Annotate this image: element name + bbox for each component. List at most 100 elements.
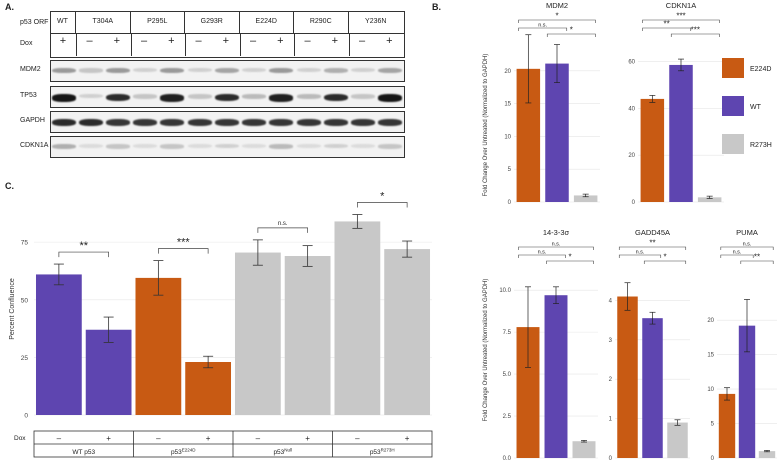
western-blot-panel: p53 ORF Dox WT T304A P295L G293R E224D R290C Y… [0,0,410,165]
y-tick-label: 0 [632,200,636,206]
blot-band [351,68,376,73]
orf-column-header: Y236N [365,18,387,25]
group-label: WT p53 [72,449,95,456]
blot-band [52,119,76,127]
significance-label: n.s. [733,250,742,256]
confluence-bar [384,249,431,415]
confluence-bar [284,256,331,415]
panel-label-a: A. [5,2,14,12]
significance-label: *** [676,12,685,21]
blot-band [296,94,321,99]
y-tick-label: 10 [504,134,511,140]
dox-column-divider [185,33,186,56]
significance-bracket [257,227,308,233]
dox-column-divider [76,33,77,56]
blot-band [133,144,158,149]
panel-label-b: B. [432,2,441,12]
dox-sign: – [355,434,360,443]
blot-band [78,68,103,73]
significance-bracket [357,202,408,208]
blot-band [242,144,267,149]
dox-sign: + [206,434,211,443]
blot-band [296,119,321,127]
bar-wt [642,318,663,458]
legend-label: WT [750,104,762,111]
dox-sign: + [277,35,284,47]
bar-r273h [572,441,596,458]
orf-column-header: P295L [131,11,185,33]
y-tick-label: 25 [21,355,29,362]
dox-sign: + [106,434,111,443]
bar-r273h [697,197,722,202]
blot-row-label: CDKN1A [20,142,49,149]
orf-column-header: G293R [185,11,240,33]
blot-band [242,94,267,99]
significance-bracket [670,33,720,37]
significance-bracket [158,248,209,254]
bar-e224d [718,393,736,458]
bar-wt [669,64,693,202]
bar-e224d [516,68,541,202]
orf-column-header: WT [50,11,76,33]
blot-band [269,119,294,127]
blot-band [105,68,130,74]
dox-sign: – [250,35,257,47]
bar-wt [545,63,569,202]
significance-bracket [518,246,594,250]
chart-title: 14-3-3σ [543,228,570,237]
significance-label: *** [691,26,700,35]
blot-row-label: MDM2 [20,66,41,73]
significance-bracket [58,251,109,258]
blot-band [351,94,376,99]
confluence-bar [35,274,82,415]
significance-label: * [570,26,573,35]
dox-sign: + [59,35,67,47]
blot-band [187,119,212,127]
significance-label: * [555,12,558,21]
chart-title: PUMA [736,228,758,237]
header-divider [50,33,404,34]
y-tick-label: 15 [707,353,714,359]
blot-band [296,144,321,149]
dox-sign: – [57,434,62,443]
dox-label: Dox [20,40,33,47]
dox-sign: + [305,434,310,443]
dox-sign: – [256,434,261,443]
significance-label: n.s. [743,242,752,248]
significance-bracket [518,254,566,258]
significance-bracket [546,260,594,264]
dox-sign: – [156,434,161,443]
significance-label: ** [754,253,760,262]
blot-band [323,94,348,102]
blot-band [214,144,239,149]
panel-label-c: C. [5,181,14,191]
legend-label: E224D [750,66,771,73]
blot-band [214,119,239,127]
significance-bracket [546,33,596,37]
y-tick-label: 60 [628,59,635,65]
significance-label: * [380,191,385,203]
significance-label: n.s. [636,250,645,256]
blot-band [52,68,76,74]
blot-band [323,144,348,149]
blot-band [351,144,376,149]
blot-band [269,94,294,102]
y-tick-label: 1 [609,417,613,423]
legend-swatch [722,96,744,116]
dox-sign: + [168,35,175,47]
significance-bracket [618,254,662,258]
significance-label: n.s. [278,221,288,227]
legend-swatch [722,58,744,78]
significance-label: n.s. [552,242,561,248]
dox-column-divider [130,33,132,56]
blot-band [187,68,212,73]
blot-band [378,94,403,102]
blot-band [214,68,239,74]
blot-strip-mdm2 [50,60,405,82]
y-tick-label: 10 [707,387,714,393]
bar-r273h [667,422,688,458]
y-axis-label: Percent Confluence [9,278,16,340]
significance-bracket [518,19,596,23]
bar-wt [544,295,568,458]
